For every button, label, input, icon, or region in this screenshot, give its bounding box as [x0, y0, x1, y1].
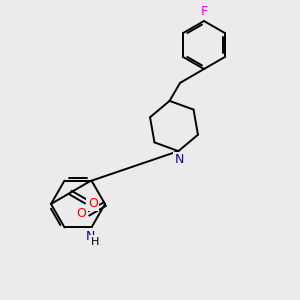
Text: O: O [88, 196, 98, 210]
Text: N: N [174, 153, 184, 166]
Text: H: H [91, 237, 99, 247]
Text: F: F [200, 5, 208, 19]
Text: N: N [85, 230, 95, 243]
Text: O: O [76, 207, 86, 220]
